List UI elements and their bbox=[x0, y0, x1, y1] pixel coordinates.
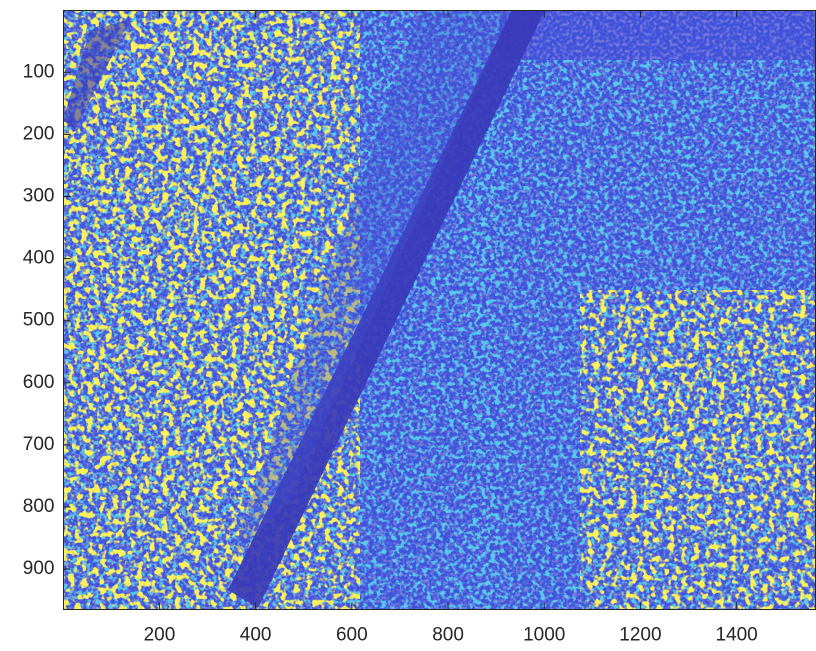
x-tick-label: 200 bbox=[144, 625, 176, 646]
y-tick-label: 600 bbox=[23, 372, 55, 393]
image bbox=[63, 10, 816, 610]
y-tick-label: 700 bbox=[23, 434, 55, 455]
x-tick-label: 400 bbox=[240, 625, 272, 646]
x-tick-label: 1400 bbox=[715, 625, 757, 646]
y-tick-label: 200 bbox=[23, 123, 55, 144]
y-tick-label: 100 bbox=[23, 61, 55, 82]
x-tick-label: 800 bbox=[432, 625, 464, 646]
y-tick-label: 500 bbox=[23, 310, 55, 331]
y-tick-label: 900 bbox=[23, 558, 55, 579]
y-tick-label: 400 bbox=[23, 248, 55, 269]
y-tick-label: 300 bbox=[23, 186, 55, 207]
chart: 200 400 600 800 1000 1200 1400 100 200 300 400 500 6… bbox=[0, 0, 816, 651]
x-tick-label: 1200 bbox=[619, 625, 661, 646]
x-tick-label: 1000 bbox=[523, 625, 565, 646]
x-tick-label: 600 bbox=[336, 625, 368, 646]
y-tick-label: 800 bbox=[23, 496, 55, 517]
